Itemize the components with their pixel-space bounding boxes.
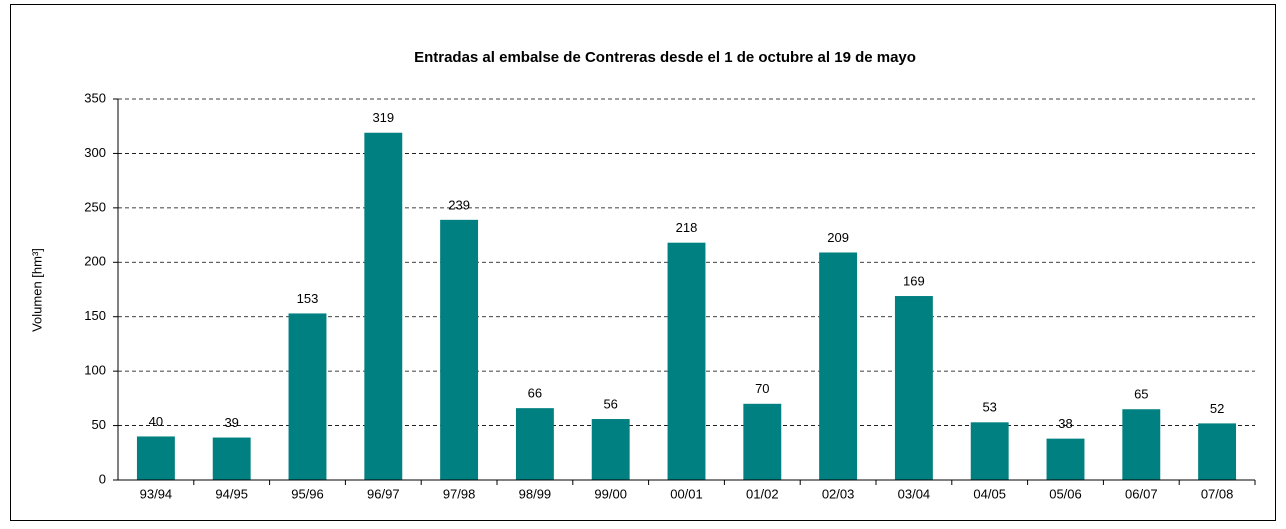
x-tick-label: 07/08 xyxy=(1201,486,1234,501)
value-label: 239 xyxy=(448,197,470,212)
value-label: 40 xyxy=(149,414,163,429)
y-tick-label: 250 xyxy=(84,199,106,214)
value-label: 169 xyxy=(903,273,925,288)
bar xyxy=(1046,438,1085,480)
bar xyxy=(440,219,479,480)
chart-title: Entradas al embalse de Contreras desde e… xyxy=(414,49,916,66)
value-label: 38 xyxy=(1058,416,1072,431)
bar xyxy=(743,403,782,480)
y-axis-label: Volumen [hm³] xyxy=(29,248,44,332)
bar xyxy=(591,419,630,480)
x-tick-label: 06/07 xyxy=(1125,486,1158,501)
value-label: 39 xyxy=(224,415,238,430)
x-tick-label: 93/94 xyxy=(140,486,173,501)
bar xyxy=(894,296,933,480)
value-label: 65 xyxy=(1134,387,1148,402)
value-label: 218 xyxy=(676,220,698,235)
y-tick-label: 50 xyxy=(92,417,106,432)
x-tick-label: 05/06 xyxy=(1049,486,1082,501)
bar xyxy=(667,242,706,480)
bar xyxy=(970,422,1009,480)
bar xyxy=(364,132,403,480)
y-tick-label: 0 xyxy=(99,471,106,486)
y-tick-label: 300 xyxy=(84,145,106,160)
bar xyxy=(288,313,327,480)
bar xyxy=(515,408,554,480)
x-tick-label: 00/01 xyxy=(670,486,703,501)
x-tick-label: 95/96 xyxy=(291,486,324,501)
bar xyxy=(136,436,175,480)
bar xyxy=(1122,409,1161,480)
x-tick-label: 97/98 xyxy=(443,486,476,501)
y-tick-label: 100 xyxy=(84,363,106,378)
value-label: 52 xyxy=(1210,401,1224,416)
x-tick-label: 99/00 xyxy=(594,486,627,501)
value-label: 209 xyxy=(827,230,849,245)
value-label: 56 xyxy=(603,396,617,411)
x-tick-label: 94/95 xyxy=(215,486,248,501)
value-label: 66 xyxy=(528,386,542,401)
value-label: 70 xyxy=(755,381,769,396)
value-label: 319 xyxy=(372,110,394,125)
x-tick-label: 98/99 xyxy=(519,486,552,501)
bar xyxy=(212,437,251,480)
value-label: 53 xyxy=(982,400,996,415)
x-tick-label: 04/05 xyxy=(973,486,1006,501)
y-tick-label: 200 xyxy=(84,254,106,269)
y-tick-label: 150 xyxy=(84,308,106,323)
value-label: 153 xyxy=(297,291,319,306)
x-tick-label: 03/04 xyxy=(898,486,931,501)
bar xyxy=(1198,423,1237,480)
x-tick-label: 01/02 xyxy=(746,486,779,501)
x-tick-label: 96/97 xyxy=(367,486,400,501)
x-tick-label: 02/03 xyxy=(822,486,855,501)
y-tick-label: 350 xyxy=(84,90,106,105)
bar xyxy=(819,252,858,480)
